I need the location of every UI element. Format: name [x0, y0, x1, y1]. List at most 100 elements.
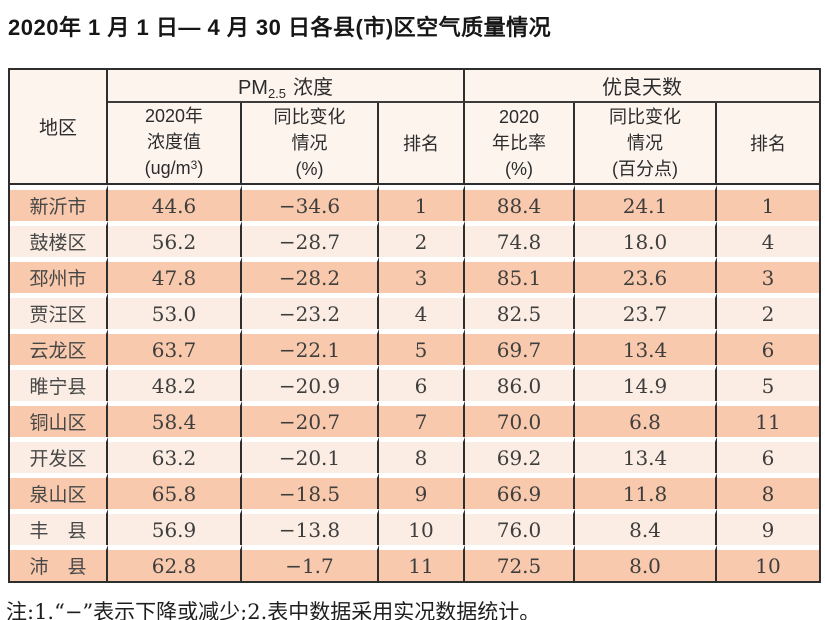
pm-change-header-unit: (%) — [295, 159, 324, 179]
days-ratio-cell: 85.1 — [465, 257, 575, 293]
days-change-cell: 8.0 — [575, 545, 717, 581]
pm-change-cell: −20.7 — [242, 401, 379, 437]
pm-change-cell: −18.5 — [242, 473, 379, 509]
header-pm-value: 2020年 浓度值 (ug/m3) — [108, 103, 242, 185]
region-cell: 睢宁县 — [10, 365, 108, 401]
pm-change-cell: −20.9 — [242, 365, 379, 401]
days-ratio-cell: 69.7 — [465, 329, 575, 365]
footnote: 注:1.“−”表示下降或减少;2.表中数据采用实况数据统计。 — [6, 600, 541, 620]
days-change-cell: 11.8 — [575, 473, 717, 509]
pm-rank-cell: 1 — [379, 185, 465, 221]
pm-change-cell: −28.7 — [242, 221, 379, 257]
pm-value-cell: 56.9 — [108, 509, 242, 545]
days-ratio-cell: 66.9 — [465, 473, 575, 509]
header-pm-rank: 排名 — [379, 103, 465, 185]
table-row: 睢宁县 48.2 −20.9 6 86.0 14.9 5 — [10, 365, 820, 401]
days-rank-cell: 1 — [717, 185, 820, 221]
pm-rank-cell: 3 — [379, 257, 465, 293]
pm25-subscript: 2.5 — [267, 86, 287, 101]
pm-unit-superscript: 3 — [190, 158, 198, 172]
days-rank-cell: 11 — [717, 401, 820, 437]
table-row: 鼓楼区 56.2 −28.7 2 74.8 18.0 4 — [10, 221, 820, 257]
days-change-header-line1: 同比变化 — [609, 107, 681, 127]
days-change-cell: 18.0 — [575, 221, 717, 257]
days-rank-cell: 2 — [717, 293, 820, 329]
page-title: 2020年 1 月 1 日— 4 月 30 日各县(市)区空气质量情况 — [8, 15, 552, 40]
days-change-cell: 24.1 — [575, 185, 717, 221]
days-rank-cell: 5 — [717, 365, 820, 401]
pm-rank-cell: 8 — [379, 437, 465, 473]
header-sub-row: 2020年 浓度值 (ug/m3) 同比变化 情况 (%) 排名 2020 年比… — [10, 103, 820, 185]
region-cell: 沛 县 — [10, 545, 108, 581]
header-group-good-days: 优良天数 — [465, 70, 820, 103]
pm-rank-cell: 4 — [379, 293, 465, 329]
days-ratio-cell: 88.4 — [465, 185, 575, 221]
days-ratio-header-unit: (%) — [505, 159, 533, 179]
pm-change-cell: −22.1 — [242, 329, 379, 365]
pm-change-cell: −20.1 — [242, 437, 379, 473]
pm-value-cell: 58.4 — [108, 401, 242, 437]
pm-change-cell: −28.2 — [242, 257, 379, 293]
table-row: 邳州市 47.8 −28.2 3 85.1 23.6 3 — [10, 257, 820, 293]
pm-rank-cell: 2 — [379, 221, 465, 257]
header-days-ratio: 2020 年比率 (%) — [465, 103, 575, 185]
region-cell: 邳州市 — [10, 257, 108, 293]
pm-rank-cell: 10 — [379, 509, 465, 545]
pm-value-cell: 62.8 — [108, 545, 242, 581]
table-header: 地区 PM2.5 浓度 优良天数 2020年 浓度值 (ug/m3) 同比变化 情… — [10, 70, 820, 185]
days-rank-cell: 4 — [717, 221, 820, 257]
days-rank-cell: 9 — [717, 509, 820, 545]
days-rank-cell: 10 — [717, 545, 820, 581]
days-change-cell: 13.4 — [575, 437, 717, 473]
days-ratio-cell: 72.5 — [465, 545, 575, 581]
table-row: 沛 县 62.8 −1.7 11 72.5 8.0 10 — [10, 545, 820, 581]
table-row: 云龙区 63.7 −22.1 5 69.7 13.4 6 — [10, 329, 820, 365]
days-change-header-line2: 情况 — [627, 133, 663, 153]
pm-value-header-line1: 2020年 — [144, 106, 204, 126]
days-ratio-cell: 86.0 — [465, 365, 575, 401]
days-ratio-header-line1: 2020 — [498, 107, 540, 127]
pm-rank-cell: 11 — [379, 545, 465, 581]
pm-change-cell: −23.2 — [242, 293, 379, 329]
days-ratio-cell: 69.2 — [465, 437, 575, 473]
region-cell: 贾汪区 — [10, 293, 108, 329]
days-change-header-unit: (百分点) — [612, 159, 678, 179]
pm-rank-cell: 5 — [379, 329, 465, 365]
pm25-label: PM — [237, 77, 268, 99]
pm-value-cell: 56.2 — [108, 221, 242, 257]
days-rank-cell: 6 — [717, 437, 820, 473]
header-group-pm25: PM2.5 浓度 — [108, 70, 465, 103]
pm-value-cell: 63.2 — [108, 437, 242, 473]
table-row: 铜山区 58.4 −20.7 7 70.0 6.8 11 — [10, 401, 820, 437]
table-row: 贾汪区 53.0 −23.2 4 82.5 23.7 2 — [10, 293, 820, 329]
pm-rank-cell: 9 — [379, 473, 465, 509]
days-change-cell: 6.8 — [575, 401, 717, 437]
header-region: 地区 — [10, 70, 108, 185]
pm-change-header-line1: 同比变化 — [273, 107, 346, 127]
days-rank-cell: 8 — [717, 473, 820, 509]
pm-value-cell: 65.8 — [108, 473, 242, 509]
days-change-cell: 8.4 — [575, 509, 717, 545]
pm-rank-cell: 6 — [379, 365, 465, 401]
pm-change-header-line2: 情况 — [291, 133, 328, 153]
days-ratio-cell: 74.8 — [465, 221, 575, 257]
table-row: 新沂市 44.6 −34.6 1 88.4 24.1 1 — [10, 185, 820, 221]
pm-value-cell: 63.7 — [108, 329, 242, 365]
days-rank-cell: 3 — [717, 257, 820, 293]
days-rank-cell: 6 — [717, 329, 820, 365]
pm-value-header-unit: (ug/m3) — [108, 155, 240, 183]
pm-rank-cell: 7 — [379, 401, 465, 437]
region-cell: 新沂市 — [10, 185, 108, 221]
header-days-rank: 排名 — [717, 103, 820, 185]
days-change-cell: 14.9 — [575, 365, 717, 401]
pm-value-header-line2: 浓度值 — [147, 132, 201, 152]
table-body: 新沂市 44.6 −34.6 1 88.4 24.1 1 鼓楼区 56.2 −2… — [10, 185, 820, 581]
pm-value-cell: 47.8 — [108, 257, 242, 293]
table-row: 泉山区 65.8 −18.5 9 66.9 11.8 8 — [10, 473, 820, 509]
region-cell: 铜山区 — [10, 401, 108, 437]
region-cell: 丰 县 — [10, 509, 108, 545]
days-change-cell: 13.4 — [575, 329, 717, 365]
days-ratio-header-line2: 年比率 — [492, 133, 546, 153]
pm25-label-suffix: 浓度 — [293, 77, 334, 99]
days-ratio-cell: 76.0 — [465, 509, 575, 545]
